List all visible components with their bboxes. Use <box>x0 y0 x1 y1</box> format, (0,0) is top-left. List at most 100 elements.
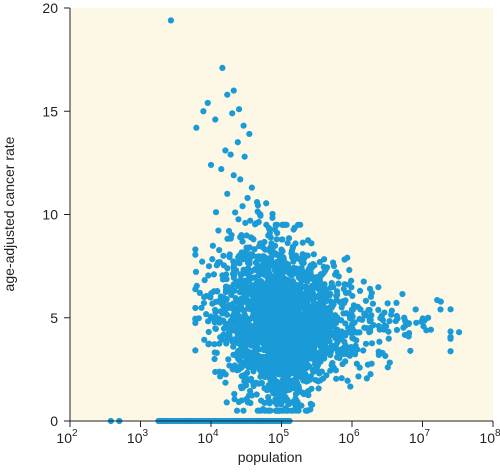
x-tick-label: 106 <box>338 428 360 446</box>
data-point <box>274 258 281 265</box>
data-point <box>318 348 325 355</box>
data-point <box>447 306 454 313</box>
data-point <box>196 289 203 296</box>
data-point <box>315 316 322 323</box>
data-point <box>244 377 252 384</box>
data-point <box>210 271 218 278</box>
data-point <box>315 339 322 346</box>
data-point <box>314 329 322 336</box>
data-point <box>263 200 270 207</box>
data-point <box>243 395 250 403</box>
data-point <box>299 254 306 261</box>
data-point <box>307 272 315 279</box>
data-point <box>290 258 297 265</box>
data-point <box>370 321 377 329</box>
data-point <box>240 407 247 414</box>
data-point <box>274 274 281 281</box>
data-point <box>437 298 444 305</box>
data-point <box>267 309 274 316</box>
data-point <box>347 383 354 390</box>
data-point <box>235 216 242 223</box>
data-point <box>309 340 316 347</box>
data-point <box>424 314 432 321</box>
data-point <box>248 267 256 275</box>
data-point <box>269 355 276 362</box>
data-point <box>317 271 324 278</box>
data-point <box>288 383 295 390</box>
data-point <box>250 360 257 367</box>
data-point <box>302 284 309 291</box>
data-point <box>213 262 220 269</box>
data-point <box>258 314 266 321</box>
data-point <box>273 349 280 357</box>
data-point <box>241 311 248 318</box>
data-point <box>276 397 284 404</box>
data-point <box>281 308 288 315</box>
data-point <box>447 335 454 342</box>
data-point <box>292 240 299 247</box>
data-point <box>264 278 271 285</box>
data-point <box>289 407 296 414</box>
data-point <box>288 312 295 319</box>
data-point <box>384 300 391 307</box>
data-point <box>316 258 323 266</box>
data-point <box>286 318 293 325</box>
data-point <box>294 288 301 295</box>
data-point <box>235 106 243 113</box>
data-point <box>312 359 320 366</box>
data-point <box>299 329 306 336</box>
data-point <box>224 190 231 197</box>
data-point <box>265 232 272 239</box>
data-point <box>349 325 356 332</box>
data-point <box>362 297 369 304</box>
data-point <box>230 87 237 94</box>
y-tick-label: 15 <box>42 103 58 119</box>
data-point <box>216 246 223 254</box>
data-point <box>230 336 237 343</box>
data-point <box>283 295 290 302</box>
data-point <box>227 151 234 158</box>
data-point <box>361 324 368 331</box>
data-point <box>269 324 276 331</box>
data-point <box>356 364 363 371</box>
data-point <box>273 236 280 243</box>
data-point <box>225 356 232 363</box>
data-point <box>209 256 216 263</box>
data-point <box>356 329 363 336</box>
data-point <box>192 251 199 258</box>
data-point <box>192 246 199 253</box>
data-point <box>393 299 400 306</box>
data-point <box>341 344 349 352</box>
data-point <box>267 303 274 310</box>
data-point <box>192 304 199 312</box>
data-point <box>340 298 347 305</box>
data-point <box>342 320 349 327</box>
data-point <box>230 351 237 358</box>
data-point <box>234 139 241 146</box>
data-point <box>270 286 277 293</box>
data-point <box>354 303 362 311</box>
data-point <box>253 342 260 349</box>
data-point <box>312 302 319 309</box>
data-point <box>210 288 218 295</box>
data-point <box>230 172 237 179</box>
data-point <box>248 349 255 356</box>
data-point <box>309 282 316 289</box>
data-point <box>279 236 286 243</box>
data-point <box>312 308 319 315</box>
data-point <box>195 315 202 322</box>
data-point <box>261 407 268 414</box>
data-point <box>299 239 306 246</box>
data-point <box>437 306 444 313</box>
data-point <box>222 323 229 330</box>
data-point <box>264 315 271 322</box>
data-point <box>313 352 320 359</box>
data-point <box>235 355 242 362</box>
data-point <box>375 306 382 313</box>
data-point <box>301 294 308 301</box>
data-point <box>243 337 251 344</box>
data-point <box>217 373 224 380</box>
data-point <box>314 378 322 385</box>
data-point <box>247 217 254 224</box>
